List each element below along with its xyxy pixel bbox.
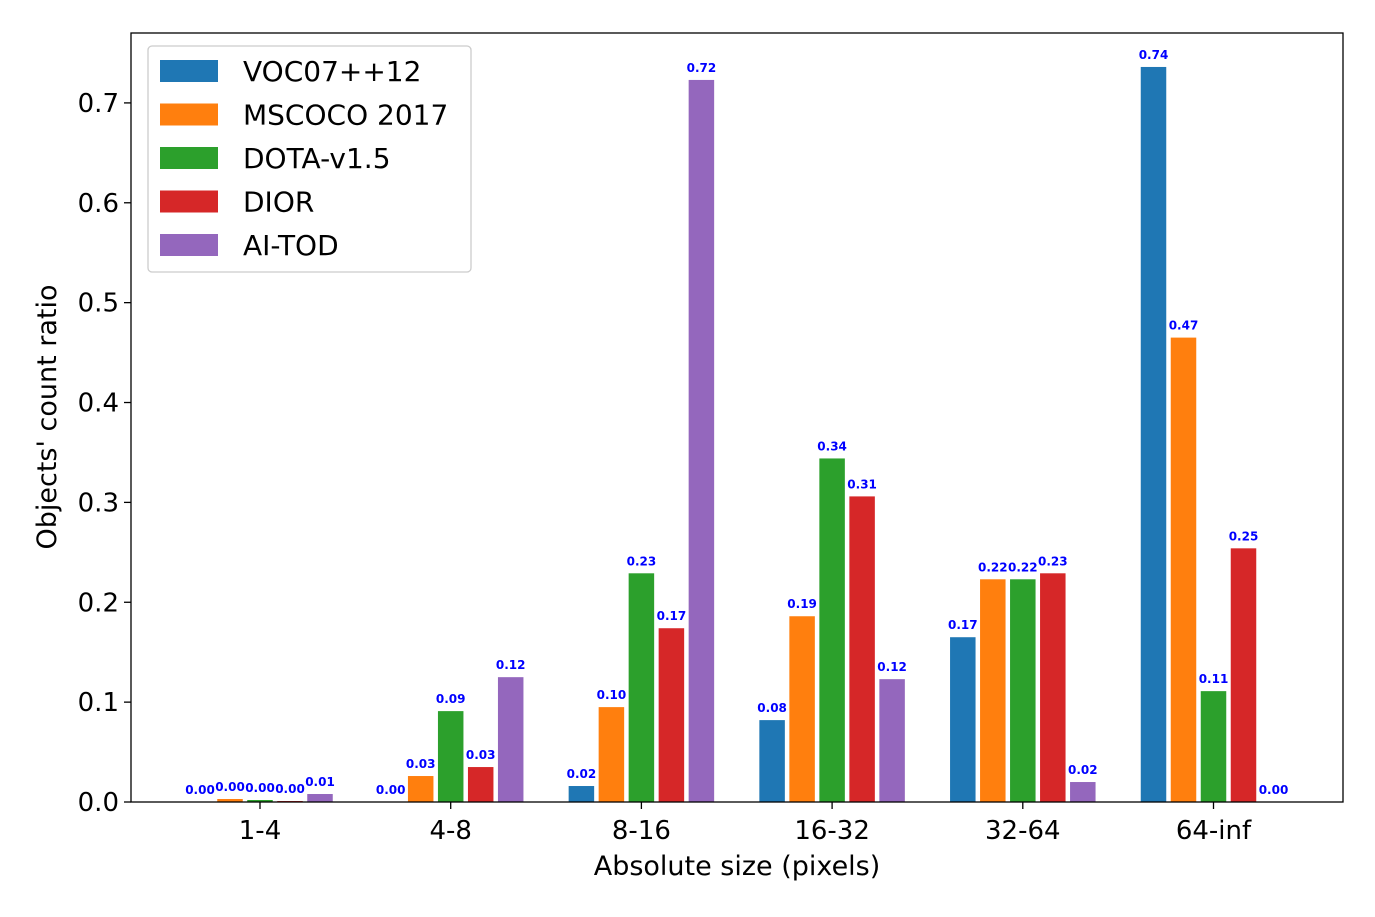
bar-dota-v1-5-16-32 bbox=[819, 458, 845, 802]
y-tick-label: 0.2 bbox=[78, 588, 119, 618]
x-tick-label: 8-16 bbox=[612, 816, 671, 846]
bar-value-label: 0.09 bbox=[436, 692, 466, 706]
bar-value-label: 0.17 bbox=[948, 618, 978, 632]
legend-label: VOC07++12 bbox=[243, 55, 421, 88]
bar-dior-8-16 bbox=[658, 628, 685, 802]
bar-value-label: 0.00 bbox=[376, 783, 406, 797]
bars-group bbox=[217, 66, 1257, 802]
bar-dior-16-32 bbox=[849, 496, 875, 802]
bar-value-label: 0.02 bbox=[1068, 763, 1098, 777]
legend-swatch bbox=[160, 190, 218, 213]
x-tick-label: 4-8 bbox=[429, 816, 471, 846]
bar-value-label: 0.00 bbox=[215, 780, 245, 794]
y-tick-label: 0.1 bbox=[78, 688, 119, 718]
bar-voc07-12-16-32 bbox=[759, 720, 785, 802]
bar-value-label: 0.23 bbox=[627, 554, 657, 568]
bar-dota-v1-5-8-16 bbox=[628, 573, 655, 802]
bar-value-label: 0.01 bbox=[305, 775, 335, 789]
y-tick-label: 0.4 bbox=[78, 389, 119, 419]
y-axis-title: Objects' count ratio bbox=[32, 284, 63, 549]
bar-value-label: 0.72 bbox=[687, 61, 717, 75]
bar-value-label: 0.34 bbox=[817, 439, 847, 453]
legend-swatch bbox=[160, 147, 218, 169]
bar-mscoco-2017-32-64 bbox=[980, 579, 1006, 802]
bar-voc07-12-32-64 bbox=[950, 637, 976, 802]
bar-dior-32-64 bbox=[1040, 573, 1066, 802]
bar-dota-v1-5-64-inf bbox=[1200, 691, 1227, 802]
bar-dota-v1-5-1-4 bbox=[247, 800, 273, 802]
bar-value-label: 0.17 bbox=[657, 609, 687, 623]
bar-ai-tod-32-64 bbox=[1070, 782, 1096, 802]
bar-ai-tod-8-16 bbox=[688, 79, 715, 802]
bar-value-label: 0.22 bbox=[1008, 560, 1038, 574]
y-axis: 0.0 0.1 0.2 0.3 0.4 0.5 0.6 0.7 bbox=[78, 89, 131, 818]
bar-value-label: 0.74 bbox=[1139, 48, 1169, 62]
legend-label: AI-TOD bbox=[243, 229, 339, 262]
bar-value-label: 0.03 bbox=[406, 757, 436, 771]
x-axis-title: Absolute size (pixels) bbox=[594, 851, 881, 882]
bar-dota-v1-5-32-64 bbox=[1010, 579, 1036, 802]
legend-label: MSCOCO 2017 bbox=[243, 99, 448, 132]
bar-value-label: 0.22 bbox=[978, 560, 1008, 574]
bar-dior-64-inf bbox=[1230, 548, 1257, 802]
legend-swatch bbox=[160, 103, 218, 126]
bar-value-label: 0.25 bbox=[1229, 529, 1259, 543]
bar-value-label: 0.47 bbox=[1169, 319, 1199, 333]
y-tick-label: 0.3 bbox=[78, 488, 119, 518]
bar-mscoco-2017-64-inf bbox=[1170, 337, 1197, 802]
legend-swatch bbox=[160, 60, 218, 82]
bar-value-label: 0.00 bbox=[275, 782, 305, 796]
bar-value-label: 0.23 bbox=[1038, 554, 1068, 568]
x-axis: 1-4 4-8 8-16 16-32 32-64 64-inf bbox=[239, 802, 1252, 846]
bar-ai-tod-16-32 bbox=[879, 679, 905, 802]
bar-mscoco-2017-1-4 bbox=[217, 799, 243, 802]
legend-swatch bbox=[160, 234, 218, 256]
legend-box bbox=[147, 45, 472, 273]
bar-value-label: 0.00 bbox=[1259, 783, 1289, 797]
bar-labels-group: 0.00 0.000.020.080.170.740.000.030.100.19… bbox=[185, 48, 1288, 797]
bar-ai-tod-4-8 bbox=[497, 677, 524, 802]
x-tick-label: 1-4 bbox=[239, 816, 281, 846]
bar-voc07-12-8-16 bbox=[568, 786, 595, 802]
bar-value-label: 0.31 bbox=[847, 477, 877, 491]
bar-mscoco-2017-8-16 bbox=[598, 707, 625, 802]
bar-value-label: 0.19 bbox=[787, 597, 817, 611]
y-tick-label: 0.7 bbox=[78, 89, 119, 119]
bar-value-label: 0.03 bbox=[466, 748, 496, 762]
bar-value-label: 0.00 bbox=[185, 783, 215, 797]
bar-value-label: 0.12 bbox=[496, 658, 526, 672]
y-tick-label: 0.5 bbox=[78, 289, 119, 319]
bar-value-label: 0.11 bbox=[1199, 672, 1229, 686]
legend-label: DOTA-v1.5 bbox=[243, 142, 391, 175]
legend-label: DIOR bbox=[243, 186, 314, 219]
bar-dota-v1-5-4-8 bbox=[437, 711, 464, 802]
bar-dior-4-8 bbox=[467, 767, 494, 802]
bar-value-label: 0.10 bbox=[597, 688, 627, 702]
bar-value-label: 0.02 bbox=[567, 767, 597, 781]
plot-frame bbox=[130, 32, 1344, 803]
bar-voc07-12-64-inf bbox=[1140, 66, 1167, 802]
bar-ai-tod-1-4 bbox=[307, 794, 333, 802]
y-tick-label: 0.6 bbox=[78, 189, 119, 219]
x-tick-label: 16-32 bbox=[794, 816, 870, 846]
bar-value-label: 0.00 bbox=[245, 781, 275, 795]
legend: VOC07++12 MSCOCO 2017 DOTA-v1.5 DIOR AI-TOD bbox=[147, 45, 472, 273]
x-tick-label: 32-64 bbox=[985, 816, 1061, 846]
y-tick-label: 0.0 bbox=[78, 788, 119, 818]
bar-mscoco-2017-4-8 bbox=[407, 776, 434, 802]
bar-mscoco-2017-16-32 bbox=[789, 616, 815, 802]
bar-value-label: 0.08 bbox=[757, 701, 787, 715]
x-tick-label: 64-inf bbox=[1176, 816, 1252, 846]
bar-value-label: 0.12 bbox=[877, 660, 907, 674]
